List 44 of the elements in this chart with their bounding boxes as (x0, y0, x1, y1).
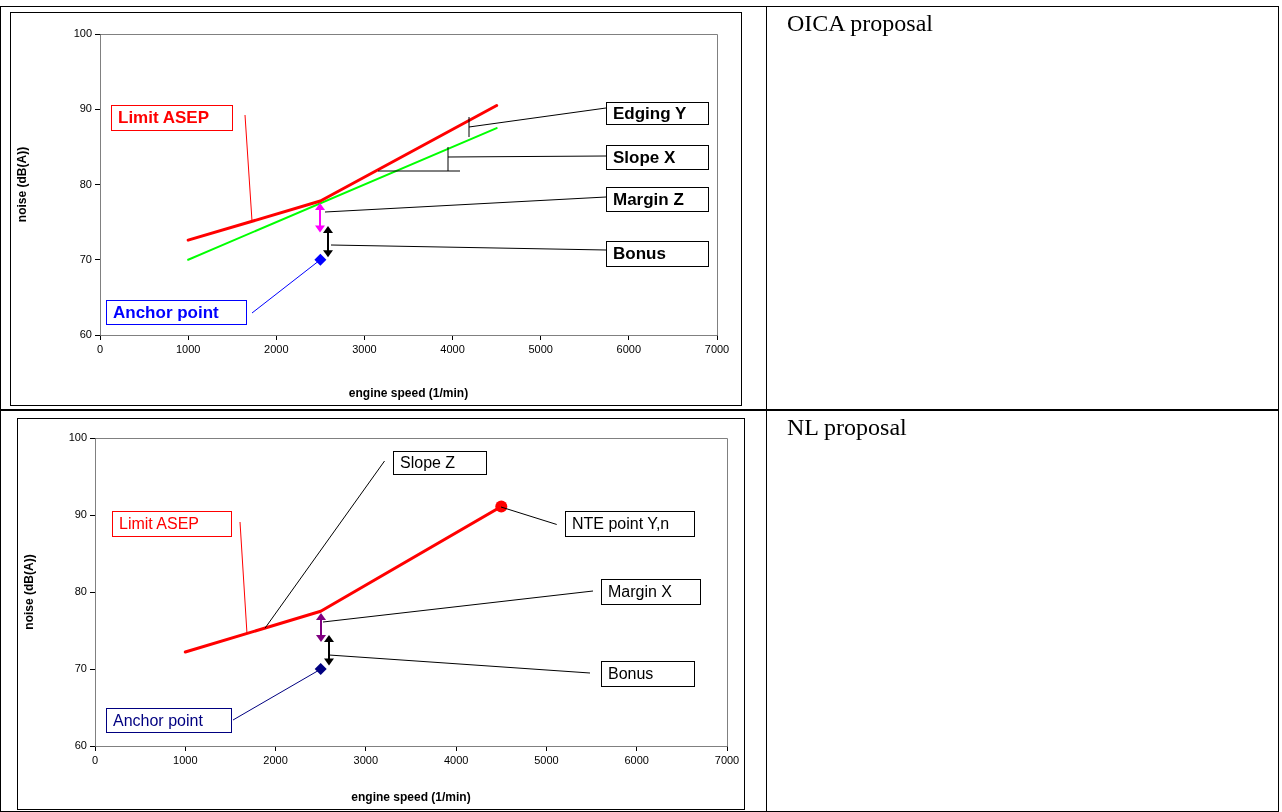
y-tick-label: 100 (73, 27, 92, 40)
x-tick-label: 1000 (175, 342, 201, 355)
y-tick-label: 80 (79, 177, 92, 190)
y-tick-label: 90 (79, 102, 92, 115)
x-tick-label: 2000 (264, 342, 289, 355)
annotation: Limit ASEP (112, 511, 232, 537)
x-tick-label: 0 (91, 753, 99, 766)
x-axis-title: engine speed (1/min) (351, 790, 471, 805)
annotation: Anchor point (106, 708, 232, 733)
x-tick-label: 4000 (443, 753, 469, 766)
y-tick-label: 100 (68, 431, 87, 444)
x-tick-label: 5000 (528, 342, 553, 355)
y-axis-title: noise (dB(A)) (14, 146, 29, 223)
x-tick-label: 7000 (704, 342, 730, 355)
text: NL proposal (787, 414, 907, 441)
y-tick-label: 70 (74, 662, 87, 675)
x-tick-label: 6000 (624, 753, 649, 766)
annotation: Slope Z (393, 451, 487, 475)
y-tick-label: 80 (74, 585, 87, 598)
y-axis-title: noise (dB(A)) (21, 554, 36, 630)
x-tick-label: 3000 (352, 342, 377, 355)
x-axis-title: engine speed (1/min) (348, 386, 469, 401)
x-tick-label: 6000 (616, 342, 642, 355)
x-tick-label: 3000 (353, 753, 379, 766)
annotation: Margin Z (606, 187, 709, 212)
annotation: Anchor point (106, 300, 247, 325)
y-tick-label: 90 (74, 508, 87, 521)
x-tick-label: 0 (96, 342, 104, 355)
annotation: Margin X (601, 579, 701, 605)
x-tick-label: 2000 (263, 753, 288, 766)
annotation: Bonus (606, 241, 709, 267)
annotation: Slope X (606, 145, 709, 170)
x-tick-label: 4000 (440, 342, 465, 355)
annotation: NTE point Y,n (565, 511, 695, 537)
x-tick-label: 5000 (534, 753, 559, 766)
y-tick-label: 60 (79, 328, 92, 341)
annotation: Limit ASEP (111, 105, 233, 131)
y-tick-label: 70 (79, 252, 92, 265)
annotation: Edging Y (606, 102, 709, 125)
y-tick-label: 60 (74, 739, 87, 752)
x-tick-label: 1000 (173, 753, 198, 766)
x-tick-label: 7000 (714, 753, 740, 766)
annotation: Bonus (601, 661, 695, 687)
text: OICA proposal (787, 10, 933, 37)
